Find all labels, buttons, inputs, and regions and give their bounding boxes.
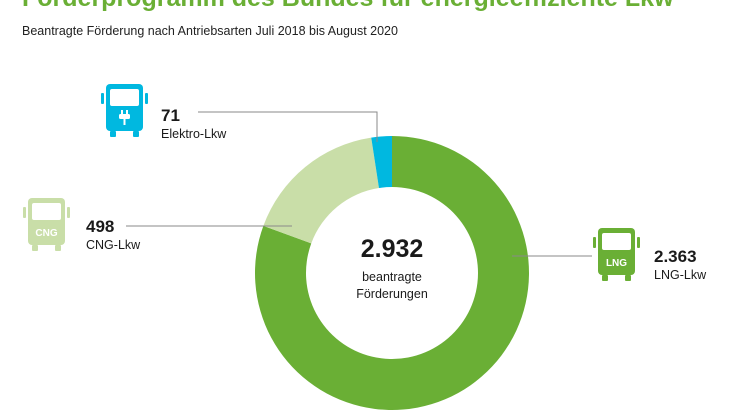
truck-lng-icon: LNG [593,228,640,281]
leader-line-elektro [198,111,378,142]
plug-icon [119,110,130,125]
donut-slices [255,136,529,410]
truck-electric-icon [101,84,148,137]
name-label-lng: LNG-Lkw [654,268,707,282]
name-label-elektro: Elektro-Lkw [161,127,227,141]
donut-slice-lng-lkw [255,136,529,410]
value-label-lng: 2.363 [654,247,697,266]
center-line2: Förderungen [356,287,428,301]
truck-cng-icon: CNG [23,198,70,251]
truck-cng-icon-text: CNG [35,228,57,239]
donut-slice-elektro-lkw [371,136,392,188]
value-label-cng: 498 [86,217,114,236]
truck-lng-icon-text: LNG [606,258,627,269]
donut-slice-cng-lkw [263,137,379,244]
chart-title: Förderprogramm des Bundes für energieeff… [22,0,674,13]
center-line1: beantragte [362,270,422,284]
name-label-cng: CNG-Lkw [86,238,141,252]
chart-subtitle: Beantragte Förderung nach Antriebsarten … [22,24,398,38]
center-total: 2.932 [361,235,424,263]
value-label-elektro: 71 [161,106,180,125]
